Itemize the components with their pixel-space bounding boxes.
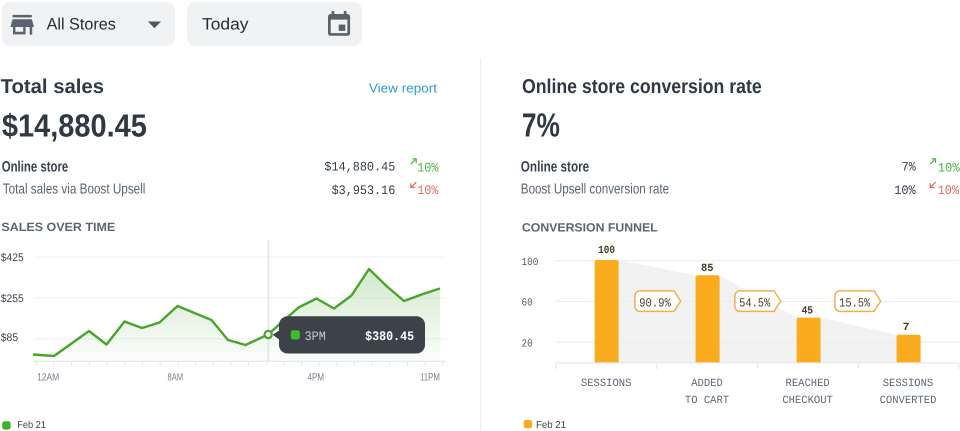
svg-text:90.9%: 90.9% [639, 296, 671, 310]
svg-text:Total sales: Total sales [1, 76, 104, 98]
svg-text:TO CART: TO CART [685, 395, 730, 407]
svg-text:$255: $255 [1, 293, 24, 305]
svg-text:$85: $85 [1, 332, 18, 344]
svg-text:10%: 10% [894, 183, 916, 198]
svg-text:100: 100 [598, 245, 615, 257]
svg-text:$380.45: $380.45 [365, 329, 414, 344]
svg-text:15.5%: 15.5% [839, 296, 871, 310]
svg-text:4PM: 4PM [308, 372, 325, 384]
svg-text:7: 7 [903, 322, 910, 334]
svg-text:Total sales via Boost Upsell: Total sales via Boost Upsell [3, 181, 146, 197]
svg-text:Online store: Online store [521, 158, 589, 175]
svg-text:$425: $425 [1, 252, 24, 264]
svg-text:SESSIONS: SESSIONS [581, 378, 632, 390]
svg-text:View report: View report [369, 81, 438, 96]
svg-text:10%: 10% [417, 183, 438, 198]
svg-text:$3,953.16: $3,953.16 [332, 183, 396, 198]
svg-text:7%: 7% [522, 108, 560, 145]
svg-text:$14,880.45: $14,880.45 [2, 108, 147, 144]
svg-text:10%: 10% [938, 183, 959, 198]
svg-text:Today: Today [202, 16, 249, 34]
svg-text:10%: 10% [417, 161, 438, 176]
svg-text:SALES OVER TIME: SALES OVER TIME [1, 220, 115, 234]
svg-text:60: 60 [522, 298, 533, 310]
svg-text:54.5%: 54.5% [739, 296, 771, 310]
svg-text:11PM: 11PM [420, 372, 440, 384]
svg-text:10%: 10% [938, 161, 960, 176]
svg-text:$14,880.45: $14,880.45 [324, 159, 395, 174]
svg-text:8AM: 8AM [168, 372, 184, 384]
svg-text:45: 45 [802, 305, 814, 317]
svg-text:Boost Upsell conversion rate: Boost Upsell conversion rate [521, 181, 669, 197]
svg-text:85: 85 [701, 263, 714, 275]
svg-text:CONVERSION FUNNEL: CONVERSION FUNNEL [522, 220, 658, 234]
svg-text:All Stores: All Stores [47, 16, 116, 34]
svg-text:SESSIONS: SESSIONS [883, 378, 934, 390]
svg-text:7%: 7% [902, 159, 916, 174]
svg-text:Online store conversion rate: Online store conversion rate [522, 76, 762, 98]
svg-text:100: 100 [522, 257, 539, 269]
svg-text:12AM: 12AM [37, 372, 59, 384]
svg-text:Feb 21: Feb 21 [536, 420, 566, 431]
svg-text:CONVERTED: CONVERTED [880, 395, 937, 407]
svg-text:Feb 21: Feb 21 [17, 420, 46, 431]
svg-text:CHECKOUT: CHECKOUT [782, 395, 833, 407]
svg-text:20: 20 [522, 339, 533, 351]
svg-text:Online store: Online store [2, 158, 69, 175]
svg-text:ADDED: ADDED [691, 378, 723, 390]
svg-text:REACHED: REACHED [786, 378, 831, 390]
svg-text:3PM: 3PM [305, 329, 326, 344]
